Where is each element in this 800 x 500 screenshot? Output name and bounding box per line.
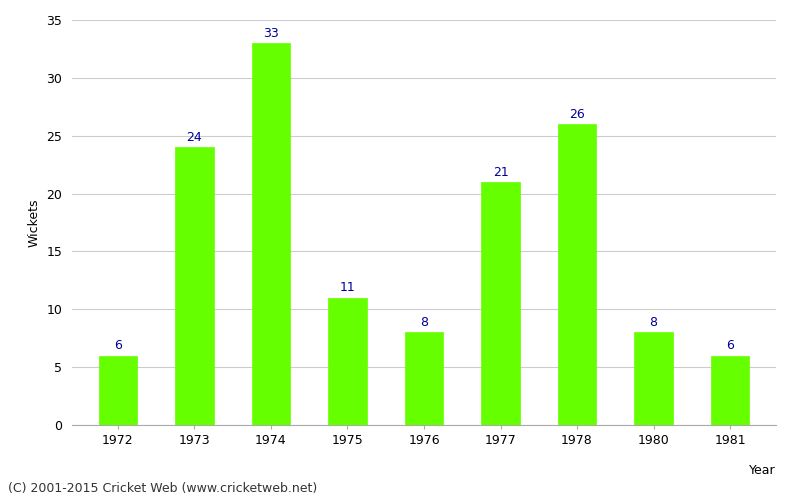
Text: 11: 11 bbox=[340, 281, 355, 294]
Text: 8: 8 bbox=[650, 316, 658, 329]
Text: 33: 33 bbox=[263, 26, 279, 40]
Bar bbox=[252, 43, 290, 425]
Bar bbox=[711, 356, 750, 425]
Bar bbox=[634, 332, 673, 425]
Text: Year: Year bbox=[750, 464, 776, 477]
Bar bbox=[482, 182, 520, 425]
Text: 26: 26 bbox=[569, 108, 585, 120]
Text: 6: 6 bbox=[726, 339, 734, 352]
Bar bbox=[98, 356, 137, 425]
Bar bbox=[558, 124, 596, 425]
Bar bbox=[328, 298, 366, 425]
Bar bbox=[405, 332, 443, 425]
Text: (C) 2001-2015 Cricket Web (www.cricketweb.net): (C) 2001-2015 Cricket Web (www.cricketwe… bbox=[8, 482, 318, 495]
Y-axis label: Wickets: Wickets bbox=[28, 198, 41, 246]
Bar bbox=[175, 148, 214, 425]
Text: 8: 8 bbox=[420, 316, 428, 329]
Text: 6: 6 bbox=[114, 339, 122, 352]
Text: 21: 21 bbox=[493, 166, 508, 178]
Text: 24: 24 bbox=[186, 131, 202, 144]
